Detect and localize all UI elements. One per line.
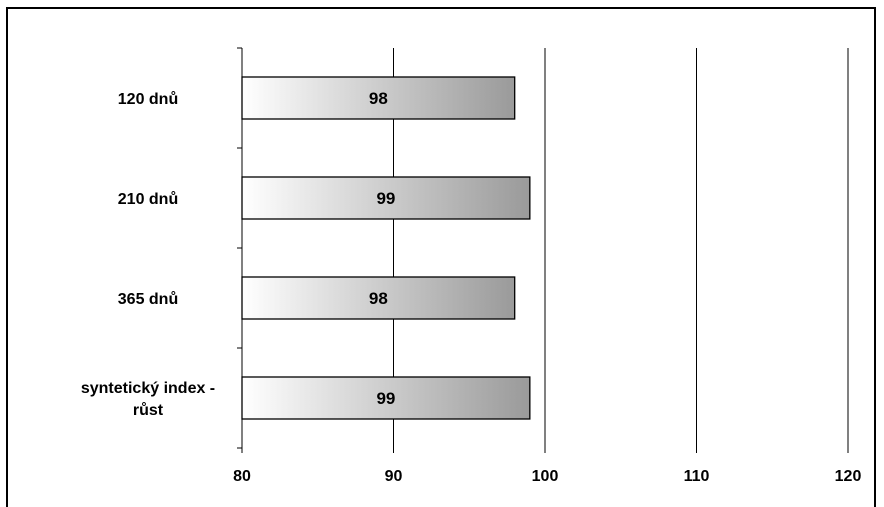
data-label-1: 98 <box>369 89 388 108</box>
bar-2 <box>241 176 531 220</box>
category-label-3: 365 dnů <box>118 291 178 308</box>
bar-1 <box>241 76 516 120</box>
x-tick-label-90: 90 <box>385 468 403 485</box>
x-tick-label-100: 100 <box>532 468 559 485</box>
data-label-2: 99 <box>376 189 395 208</box>
bars <box>241 76 531 420</box>
data-label-4: 99 <box>376 389 395 408</box>
category-label-1: 120 dnů <box>118 91 178 108</box>
data-label-3: 98 <box>369 289 388 308</box>
category-label-2: 210 dnů <box>118 191 178 208</box>
x-tick-label-80: 80 <box>233 468 251 485</box>
labels: 98 120 dnů 99 210 dnů 98 365 dnů 99 syntetický … <box>81 89 396 419</box>
category-label-4-line-1: syntetický index - <box>81 380 215 397</box>
bar-4 <box>241 376 531 420</box>
bar-3 <box>241 276 516 320</box>
x-tick-label-110: 110 <box>684 468 710 485</box>
category-label-4-line-2: růst <box>133 402 164 419</box>
x-tick-label-120: 120 <box>835 468 862 485</box>
